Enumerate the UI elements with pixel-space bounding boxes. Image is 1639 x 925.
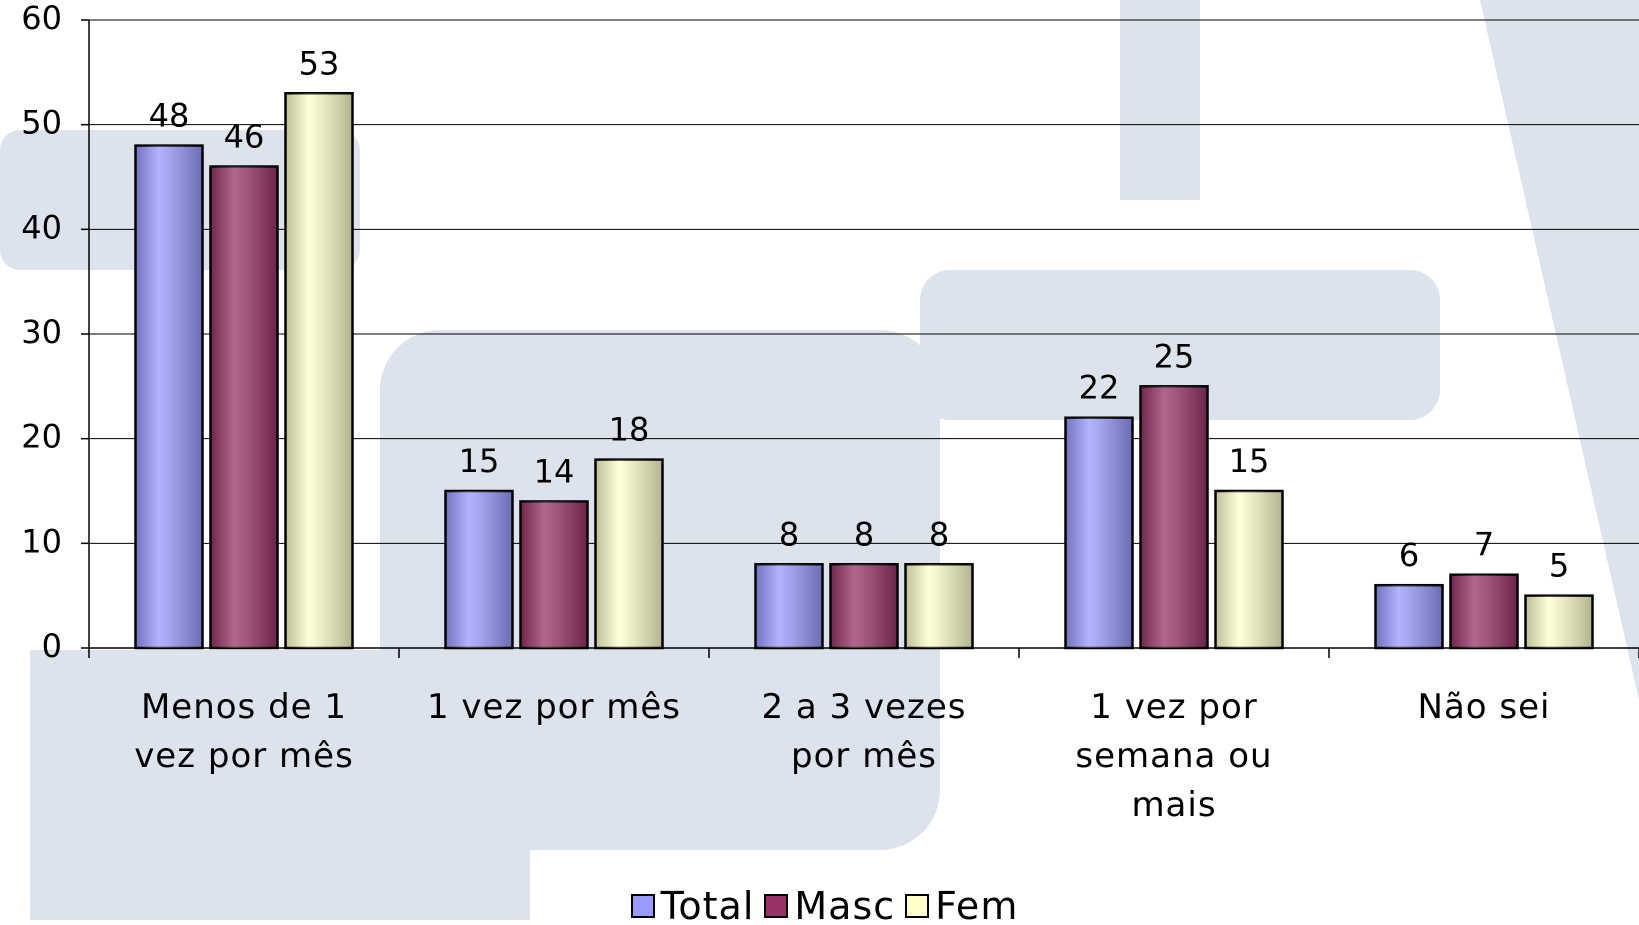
data-label: 18 — [609, 411, 650, 449]
bar — [1376, 585, 1443, 648]
data-label: 8 — [854, 515, 874, 553]
data-label: 5 — [1549, 547, 1569, 585]
data-label: 15 — [459, 442, 500, 480]
x-tick-label: 2 a 3 vezes por mês — [729, 683, 999, 781]
bar — [1141, 386, 1208, 648]
bar — [521, 501, 588, 648]
bar — [596, 460, 663, 648]
y-tick-label: 50 — [21, 104, 62, 142]
data-label: 53 — [299, 44, 340, 82]
data-label: 7 — [1474, 526, 1494, 564]
data-label: 46 — [224, 118, 265, 156]
legend-label: Fem — [935, 884, 1018, 925]
bar — [1066, 418, 1133, 648]
legend-swatch — [905, 894, 929, 918]
y-tick-label: 10 — [21, 522, 62, 560]
x-tick-label: Não sei — [1349, 683, 1619, 732]
data-label: 48 — [149, 97, 190, 135]
bar — [136, 146, 203, 648]
y-tick-label: 60 — [21, 0, 62, 37]
data-label: 22 — [1079, 369, 1120, 407]
y-tick-label: 40 — [21, 208, 62, 246]
bar — [1526, 596, 1593, 648]
y-tick-label: 0 — [42, 627, 62, 665]
legend-label: Total — [661, 884, 755, 925]
bar — [446, 491, 513, 648]
data-label: 14 — [534, 452, 575, 490]
bar — [1216, 491, 1283, 648]
y-tick-label: 20 — [21, 418, 62, 456]
page: 0 10 20 30 40 50 60 48 46 53 15 14 18 8 8 8 22 25 15 6 7 5 To… — [0, 0, 1639, 925]
chart: 0 10 20 30 40 50 60 48 46 53 15 14 18 8 8 8 22 25 15 6 7 5 — [0, 0, 1639, 925]
bar — [906, 564, 973, 648]
y-tick-label: 30 — [21, 313, 62, 351]
legend: Total Masc Fem — [0, 884, 1639, 925]
x-tick-label: Menos de 1 vez por mês — [109, 683, 379, 781]
x-tick-label: 1 vez por mês — [419, 683, 689, 732]
data-label: 8 — [779, 515, 799, 553]
data-label: 8 — [929, 515, 949, 553]
x-tick-label: 1 vez por semana ou mais — [1039, 683, 1309, 830]
legend-swatch — [764, 894, 788, 918]
data-label: 25 — [1154, 337, 1195, 375]
data-label: 15 — [1229, 442, 1270, 480]
legend-swatch — [631, 894, 655, 918]
bar — [756, 564, 823, 648]
bar — [286, 93, 353, 648]
legend-label: Masc — [794, 884, 895, 925]
data-label: 6 — [1399, 536, 1419, 574]
bar — [831, 564, 898, 648]
bar — [211, 167, 278, 648]
bar — [1451, 575, 1518, 648]
